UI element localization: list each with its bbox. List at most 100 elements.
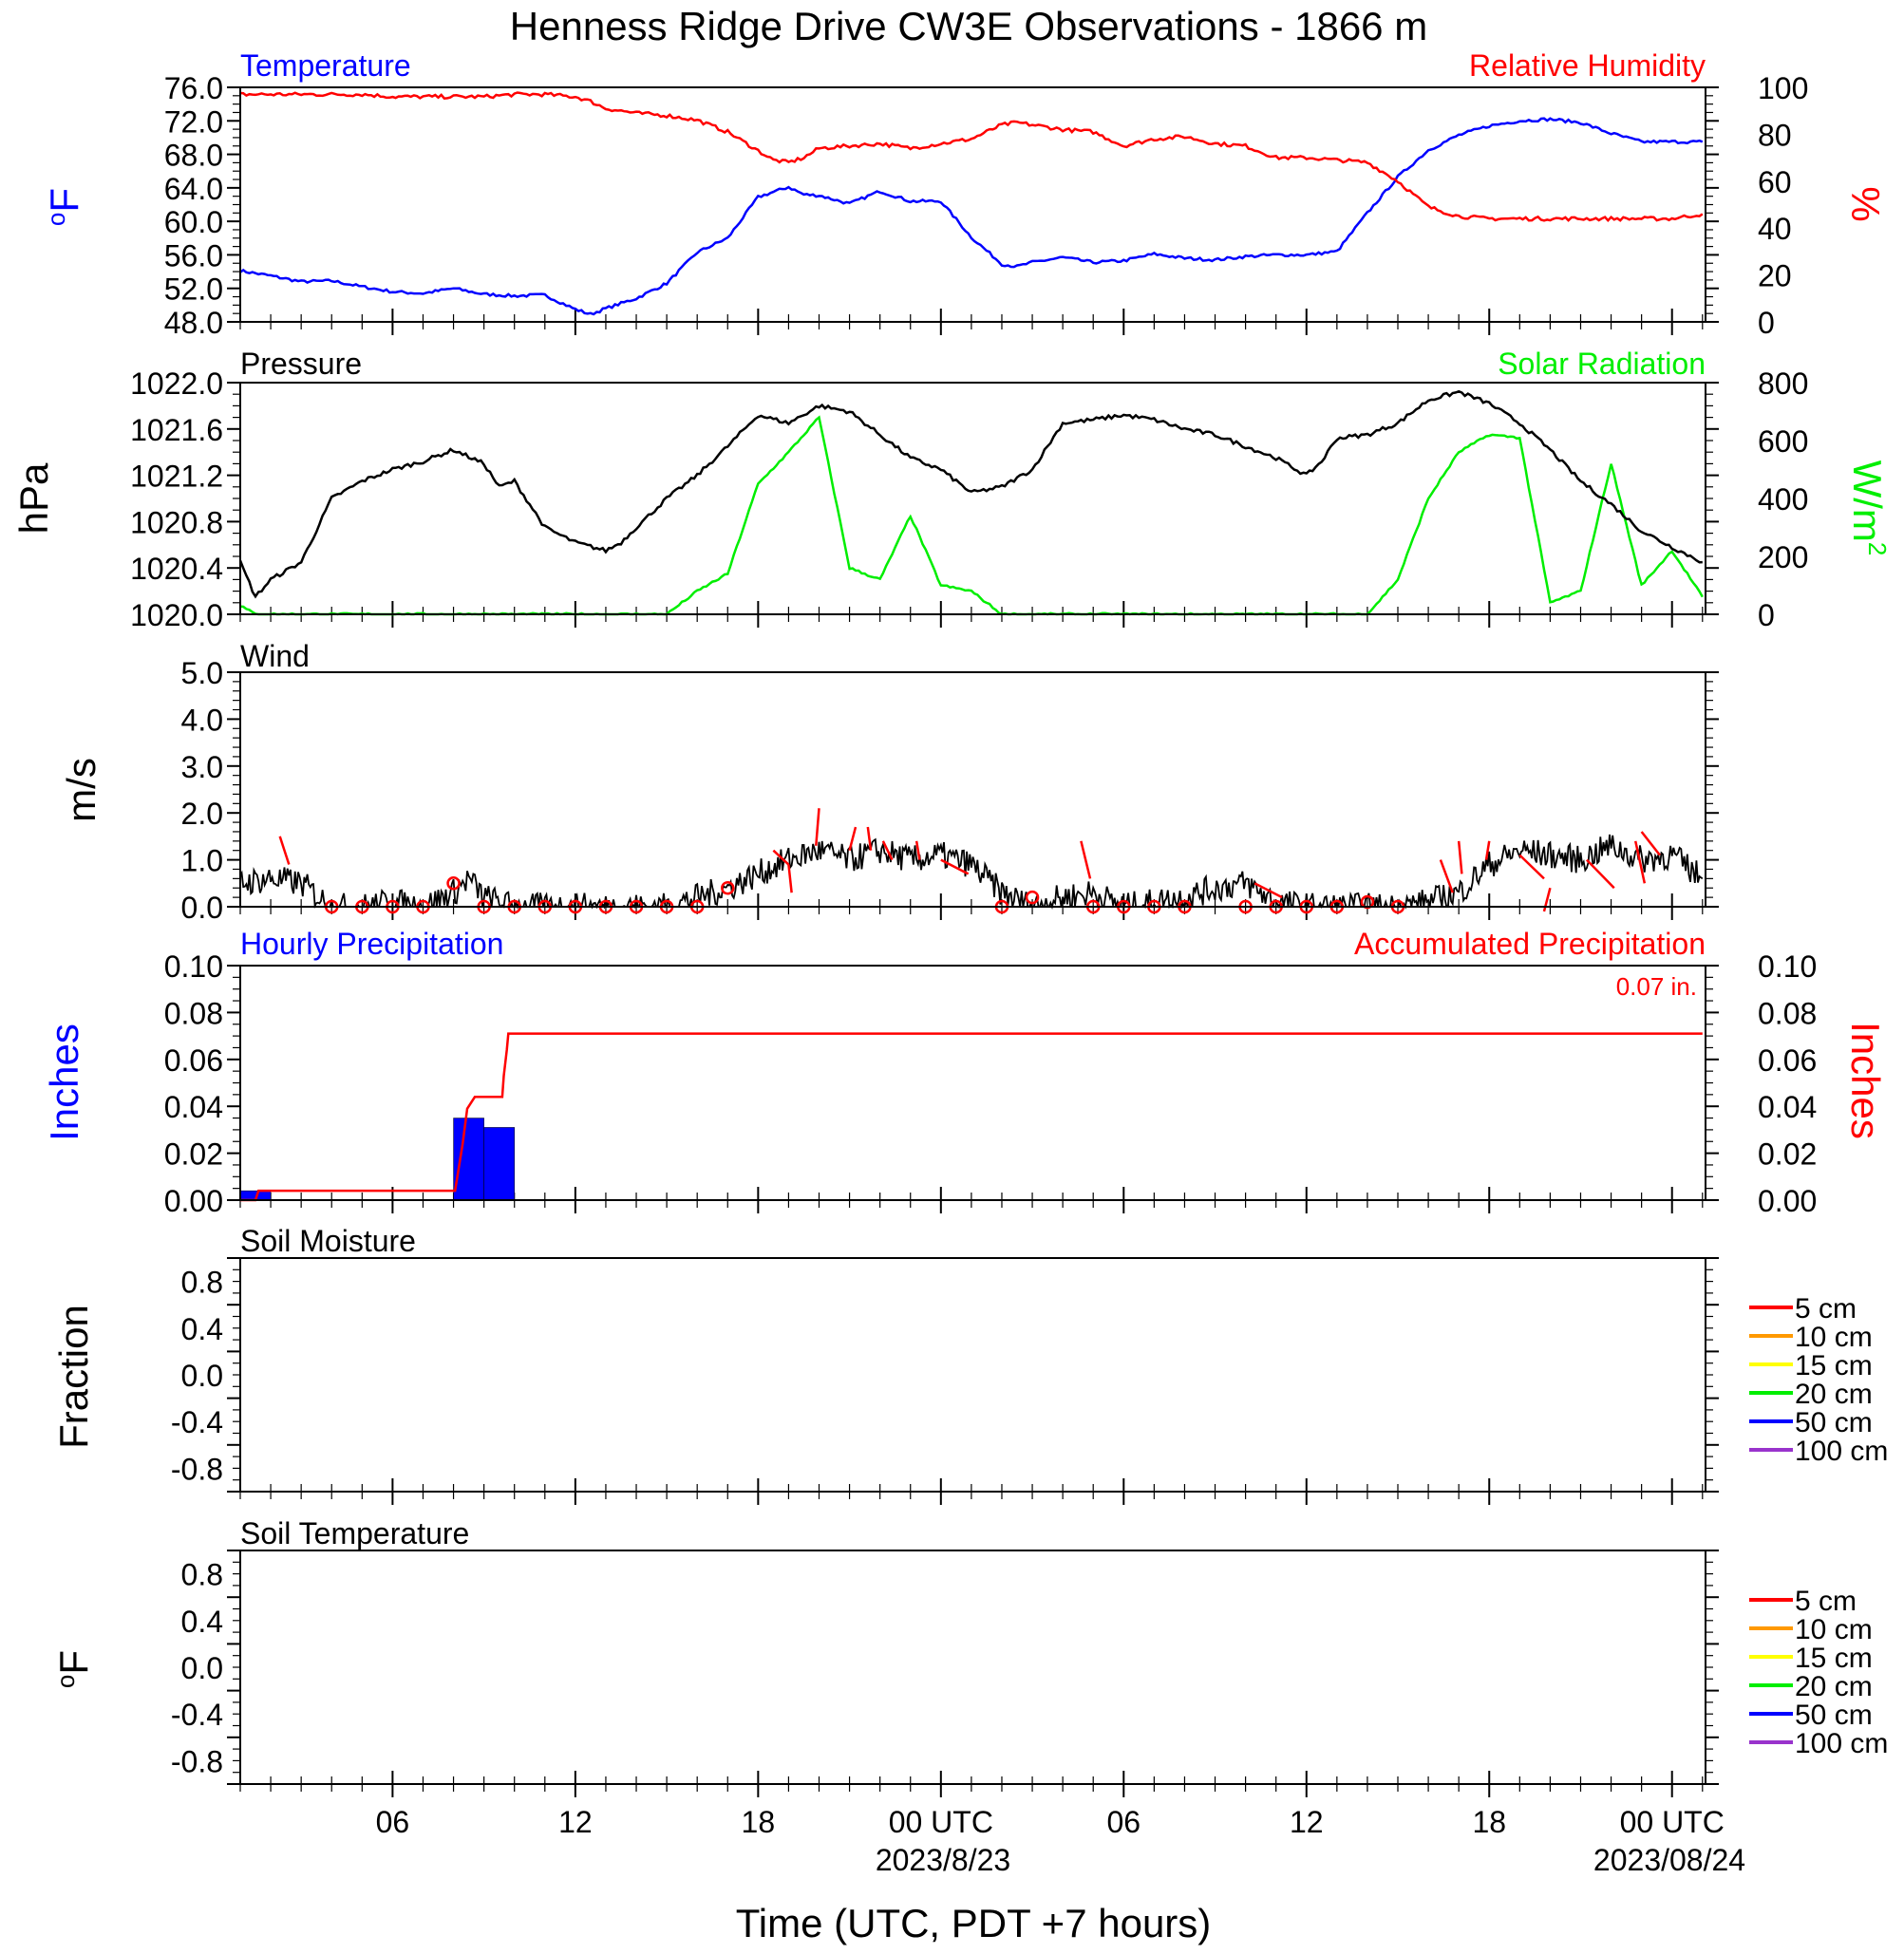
right-tick-label: 0.02 (1758, 1137, 1817, 1172)
wind-barb (1640, 831, 1661, 856)
calm-circle (1025, 890, 1040, 905)
x-axis-tick-labels: 06 12 18 00 UTC 06 12 18 00 UTC (376, 1805, 1725, 1839)
precip-right-tick-labels: 0.10 0.08 0.06 0.04 0.02 0.00 (1758, 949, 1817, 1218)
wind-barb (914, 840, 921, 860)
panel2-tick-marks (227, 382, 1719, 628)
left-tick-label: 0.8 (181, 1558, 223, 1592)
wind-barb (278, 836, 291, 865)
left-tick-label: 0.00 (164, 1184, 223, 1218)
soil-temperature-axis-label: oF (51, 1650, 96, 1688)
left-tick-label: 1021.6 (130, 413, 223, 447)
wind-barb (1585, 858, 1615, 890)
wind-barb (866, 826, 873, 851)
legend-label: 20 cm (1795, 1379, 1873, 1410)
legend-label: 5 cm (1795, 1293, 1857, 1325)
hourly-precip-label: Hourly Precipitation (240, 927, 503, 961)
precip-bar (453, 1118, 484, 1201)
temperature-tick-labels: 76.072.068.064.060.056.052.048.0 (164, 71, 223, 340)
wind-axis-label: m/s (59, 758, 104, 822)
right-tick-label: 0.00 (1758, 1184, 1817, 1218)
wind-barb (848, 826, 858, 852)
left-tick-label: 0.04 (164, 1090, 223, 1124)
humidity-tick-labels: 100 80 60 40 20 0 (1758, 71, 1808, 340)
x-date-label-1: 2023/8/23 (876, 1843, 1010, 1877)
right-tick-label: 40 (1758, 212, 1792, 246)
solar-series-line (239, 415, 1704, 616)
accum-precip-label: Accumulated Precipitation (1354, 927, 1706, 961)
right-tick-label: 200 (1758, 540, 1808, 574)
solar-axis-label: W/m2 (1845, 460, 1892, 556)
panel1-frame (239, 86, 1706, 323)
right-tick-label: 400 (1758, 482, 1808, 517)
left-tick-label: 0.02 (164, 1137, 223, 1172)
left-tick-label: 0.0 (181, 1359, 223, 1393)
right-tick-label: 0.04 (1758, 1090, 1817, 1124)
legend-label: 50 cm (1795, 1407, 1873, 1438)
left-tick-label: 0.08 (164, 996, 223, 1030)
right-tick-label: 0.06 (1758, 1043, 1817, 1078)
left-tick-label: -0.8 (171, 1452, 223, 1486)
temperature-series-line (239, 117, 1704, 316)
wind-barb (1080, 840, 1092, 879)
legend-label: 10 cm (1795, 1614, 1873, 1645)
left-tick-label: 4.0 (181, 703, 223, 737)
soil-temperature-tick-labels: 0.8 0.4 0.0 -0.4 -0.8 (171, 1558, 223, 1779)
precip-bar (483, 1127, 515, 1201)
accum-precip-line (240, 1032, 1703, 1202)
hourly-precip-bars (239, 1118, 515, 1201)
soil-temperature-title: Soil Temperature (240, 1516, 469, 1550)
panel6-frame (239, 1550, 1706, 1785)
x-tick-label: 00 UTC (889, 1805, 993, 1839)
legend-label: 10 cm (1795, 1322, 1873, 1353)
soil-moisture-title: Soil Moisture (240, 1224, 416, 1258)
right-tick-label: 80 (1758, 118, 1792, 152)
temperature-humidity-panel: Temperature Relative Humidity 76.072.068… (42, 48, 1888, 340)
soil-moisture-axis-label: Fraction (51, 1305, 96, 1449)
wind-panel: Wind 5.0 4.0 3.0 2.0 1.0 0.0 m/s (59, 639, 1719, 925)
x-date-label-2: 2023/08/24 (1593, 1843, 1745, 1877)
left-tick-label: 5.0 (181, 656, 223, 690)
wind-barb (787, 864, 793, 893)
left-tick-label: 1020.0 (130, 598, 223, 632)
wind-series-line (239, 834, 1704, 911)
right-tick-label: 100 (1758, 71, 1808, 105)
left-tick-label: 1021.2 (130, 460, 223, 494)
left-tick-label: 1020.4 (130, 552, 223, 586)
x-tick-label: 00 UTC (1620, 1805, 1725, 1839)
left-tick-label: 3.0 (181, 750, 223, 784)
solar-series-label: Solar Radiation (1498, 347, 1706, 381)
x-tick-label: 12 (558, 1805, 593, 1839)
humidity-axis-label: % (1843, 186, 1888, 221)
humidity-series-line (239, 91, 1704, 223)
temperature-series-label: Temperature (240, 48, 411, 83)
legend-label: 50 cm (1795, 1700, 1873, 1731)
wind-barb (1457, 840, 1463, 874)
accum-total-label: 0.07 in. (1616, 972, 1697, 1001)
left-tick-label: 0.4 (181, 1605, 223, 1639)
x-tick-label: 12 (1290, 1805, 1324, 1839)
pressure-axis-label: hPa (11, 462, 56, 534)
soil-moisture-panel: Soil Moisture 0.8 0.4 0.0 -0.4 -0.8 Fraction… (51, 1224, 1888, 1505)
soil-moisture-tick-labels: 0.8 0.4 0.0 -0.4 -0.8 (171, 1266, 223, 1487)
wind-barb (881, 840, 894, 861)
x-tick-label: 18 (742, 1805, 776, 1839)
solar-tick-labels: 800 600 400 200 0 (1758, 366, 1808, 632)
panel5-tick-marks (227, 1257, 1719, 1505)
panel5-frame (239, 1257, 1706, 1493)
wind-barb (1542, 887, 1552, 912)
wind-tick-labels: 5.0 4.0 3.0 2.0 1.0 0.0 (181, 656, 223, 925)
precip-right-axis-label: Inches (1843, 1022, 1888, 1139)
right-tick-label: 60 (1758, 165, 1792, 199)
left-tick-label: 1020.8 (130, 505, 223, 539)
left-tick-label: 0.10 (164, 949, 223, 984)
legend-label: 20 cm (1795, 1671, 1873, 1702)
panel2-frame (239, 382, 1706, 615)
left-tick-label: 0.0 (181, 1651, 223, 1685)
wind-barb (940, 858, 970, 875)
left-tick-label: 68.0 (164, 139, 223, 173)
panel1-tick-marks (227, 86, 1719, 335)
left-tick-label: 0.06 (164, 1043, 223, 1078)
precipitation-panel: Hourly Precipitation Accumulated Precipi… (42, 927, 1888, 1218)
